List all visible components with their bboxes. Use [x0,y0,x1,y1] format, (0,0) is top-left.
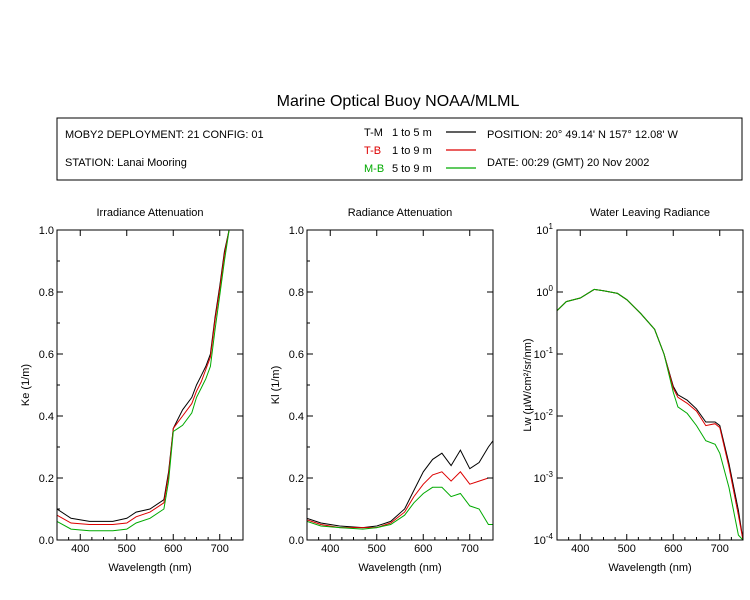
x-tick-label: 500 [118,543,136,555]
series-line-m-b [557,288,743,540]
x-tick-label: 400 [321,543,339,555]
y-tick-exponent: -3 [546,470,554,479]
y-tick-label: 0.2 [289,473,304,485]
y-tick-exponent: 0 [549,284,554,293]
y-axis-label: Lw (µW/cm²/sr/nm) [522,338,534,431]
plot-frame [556,229,744,541]
plot-title: Water Leaving Radiance [590,207,710,219]
legend: T-M 1 to 5 m T-B 1 to 9 m M-B 5 to 9 m [364,127,476,175]
x-axis-label: Wavelength (nm) [108,562,191,574]
y-tick-label: 0.6 [289,349,304,361]
y-tick-label: 0.0 [289,535,304,547]
x-tick-label: 500 [368,543,386,555]
legend-range-t-m: 1 to 5 m [392,127,432,139]
y-tick-label: 10-4 [534,532,554,547]
y-tick-label: 101 [536,222,553,237]
figure-title: Marine Optical Buoy NOAA/MLML [277,93,520,110]
y-tick-label: 0.0 [39,535,54,547]
x-tick-label: 600 [664,543,682,555]
y-tick-label: 0.8 [289,287,304,299]
y-tick-exponent: 1 [549,222,554,231]
y-tick-label: 0.4 [289,411,304,423]
x-tick-label: 600 [414,543,432,555]
radiance-attenuation-panel: Radiance Attenuation 400 500 600 700 0.0 0.2 0.… [270,207,494,574]
info-box [56,117,743,181]
x-tick-label: 600 [164,543,182,555]
x-tick-label: 700 [711,543,729,555]
y-axis-label: Kl (1/m) [270,366,282,405]
date-text: DATE: 00:29 (GMT) 20 Nov 2002 [487,157,649,169]
y-tick-exponent: -1 [546,346,554,355]
series-line-t-b [307,471,493,529]
series-group [557,288,743,540]
plot-title: Irradiance Attenuation [96,207,203,219]
y-axis-label: Ke (1/m) [20,364,32,406]
y-tick-label: 0.2 [39,473,54,485]
series-line-t-m [307,440,493,529]
legend-range-m-b: 5 to 9 m [392,163,432,175]
y-tick-exponent: -2 [546,408,554,417]
legend-code-m-b: M-B [364,163,384,175]
irradiance-attenuation-panel: Irradiance Attenuation 400 500 600 700 0.0 0.2… [20,207,244,574]
x-tick-label: 400 [71,543,89,555]
y-tick-label: 0.6 [39,349,54,361]
series-line-m-b [307,486,493,530]
series-group [57,230,230,532]
y-tick-label: 0.4 [39,411,54,423]
series-line-t-b [57,230,230,525]
series-line-m-b [57,230,230,532]
x-axis-label: Wavelength (nm) [608,562,691,574]
series-group [307,440,493,530]
y-tick-label: 100 [536,284,553,299]
plot-title: Radiance Attenuation [348,207,453,219]
y-tick-label: 10-3 [534,470,554,485]
x-tick-label: 700 [461,543,479,555]
legend-entry-t-b: T-B 1 to 9 m [364,145,476,157]
legend-range-t-b: 1 to 9 m [392,145,432,157]
plot-frame [56,229,244,541]
legend-code-t-b: T-B [364,145,381,157]
legend-code-t-m: T-M [364,127,383,139]
plot-frame [306,229,494,541]
x-tick-label: 500 [618,543,636,555]
series-line-t-m [557,288,743,540]
y-tick-label: 1.0 [289,225,304,237]
series-line-t-b [557,288,743,540]
legend-entry-m-b: M-B 5 to 9 m [364,163,476,175]
legend-entry-t-m: T-M 1 to 5 m [364,127,476,139]
y-tick-exponent: -4 [546,532,554,541]
y-tick-label: 1.0 [39,225,54,237]
position-text: POSITION: 20° 49.14' N 157° 12.08' W [487,129,679,141]
x-tick-label: 400 [571,543,589,555]
deployment-text: MOBY2 DEPLOYMENT: 21 CONFIG: 01 [65,129,264,141]
x-tick-label: 700 [211,543,229,555]
y-tick-label: 10-2 [534,408,554,423]
y-tick-label: 10-1 [534,346,554,361]
station-text: STATION: Lanai Mooring [65,157,187,169]
x-axis-label: Wavelength (nm) [358,562,441,574]
y-tick-label: 0.8 [39,287,54,299]
